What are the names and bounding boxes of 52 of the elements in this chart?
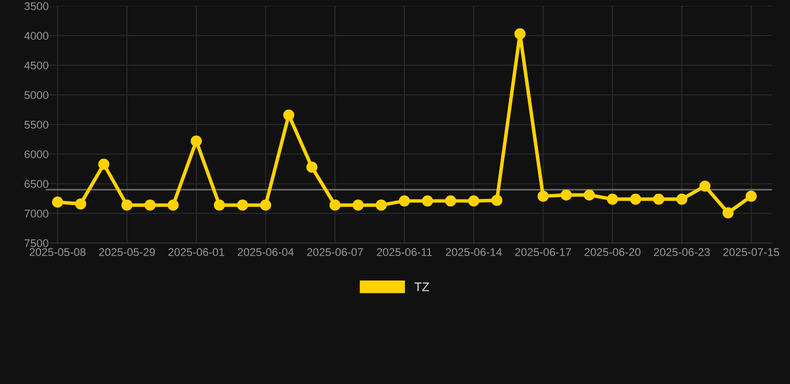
x-tick-label: 2025-06-07 [307, 248, 363, 256]
point [214, 200, 225, 211]
point [98, 158, 110, 170]
x-tick-label: 2025-07-15 [723, 248, 780, 256]
point [190, 136, 202, 147]
point [144, 200, 156, 211]
x-tick-label: 2025-06-04 [238, 248, 294, 256]
point [722, 207, 734, 218]
y-tick-label: 6500 [24, 180, 48, 188]
point [283, 109, 294, 121]
y-tick-label: 7500 [24, 239, 48, 248]
point [398, 195, 410, 206]
x-tick-label: 2025-05-08 [30, 248, 86, 256]
point [52, 196, 64, 208]
y-tick-label: 4000 [24, 32, 48, 40]
point [468, 195, 480, 206]
point [445, 195, 456, 206]
point [376, 200, 387, 211]
point [699, 180, 711, 192]
y-tick-label: 5500 [24, 120, 48, 129]
point [514, 28, 526, 40]
x-tick-label: 2025-06-23 [654, 248, 710, 256]
point [606, 194, 618, 205]
point [329, 200, 341, 211]
x-tick-label: 2025-05-29 [99, 248, 155, 256]
point [676, 194, 688, 205]
point [121, 200, 132, 211]
point [491, 194, 502, 206]
point [168, 200, 179, 211]
point [746, 190, 757, 202]
point [538, 190, 549, 202]
legend-label: TZ [414, 282, 430, 292]
y-tick-label: 6000 [24, 150, 48, 158]
point [260, 200, 272, 211]
point [306, 162, 318, 173]
x-tick-label: 2025-06-14 [446, 248, 502, 256]
y-tick-label: 5000 [24, 91, 48, 100]
point [75, 198, 86, 210]
x-tick-label: 2025-06-20 [584, 248, 640, 256]
x-tick-label: 2025-06-17 [515, 248, 571, 256]
x-tick-label: 2025-06-11 [376, 248, 432, 256]
point [653, 194, 664, 205]
y-tick-label: 4500 [24, 62, 48, 70]
y-tick-label: 7000 [24, 210, 48, 218]
point [422, 195, 434, 206]
x-tick-label: 2025-06-01 [168, 248, 224, 256]
point [236, 200, 248, 211]
point [584, 189, 595, 201]
point [560, 189, 572, 201]
point [630, 194, 642, 205]
point [352, 200, 364, 211]
y-tick-label: 3500 [24, 2, 48, 10]
